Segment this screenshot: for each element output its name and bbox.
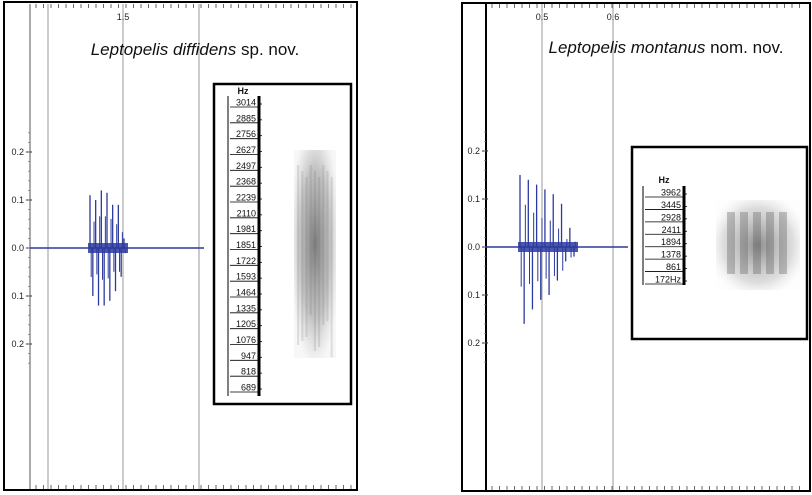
hz-scale-label: 1894 xyxy=(661,237,681,247)
spectrogram-streak xyxy=(313,171,316,351)
panel-a-x-axis xyxy=(35,4,352,489)
y-tick-label: 0.1 xyxy=(11,195,24,205)
y-tick-label: 0.2 xyxy=(467,338,480,348)
hz-scale-label: 2885 xyxy=(236,113,256,123)
panel-a-spectrogram-inset: Hz 3014 2885 2756 2627 2497 2368 2239 2110 1981 1… xyxy=(212,82,353,406)
waveform-burst-core xyxy=(88,243,128,253)
spectrogram-streak xyxy=(301,171,304,341)
panel-a-waveform xyxy=(30,190,204,306)
panel-a-x-tick-label: 1.5 xyxy=(117,12,130,22)
hz-scale-label: 2239 xyxy=(236,193,256,203)
hz-scale-label: 818 xyxy=(241,367,256,377)
spectrogram-pulse xyxy=(740,212,748,274)
hz-scale-label: 1981 xyxy=(236,224,256,234)
spectrogram-streak xyxy=(318,177,321,347)
panel-b-waveform xyxy=(486,175,628,324)
panel-a-spectrogram-energy xyxy=(294,150,336,358)
panel-a-hz-unit: Hz xyxy=(238,86,249,96)
panel-b-hz-scale: 3962 3445 2928 2411 1894 1378 861 172Hz xyxy=(645,188,687,285)
panel-b-title-species: Leptopelis montanus xyxy=(548,38,705,57)
hz-scale-label: 2627 xyxy=(236,145,256,155)
panel-b-spectrogram-inset: Hz 3962 3445 2928 2411 1894 1378 861 172Hz xyxy=(630,145,809,341)
panel-a-spectrogram xyxy=(294,150,336,358)
panel-b: 0.2 0.1 0.0 0.1 0.2 0.5 0.6 Leptopelis monta… xyxy=(461,2,811,492)
hz-scale-label: 861 xyxy=(666,262,681,272)
panel-a: 0.2 0.1 0.0 0.1 0.2 1.5 Leptopelis diffidens… xyxy=(3,1,358,491)
panel-a-title-species: Leptopelis diffidens xyxy=(91,40,237,59)
panel-b-x-tick-label-0: 0.5 xyxy=(536,12,549,22)
y-tick-label: 0.0 xyxy=(467,242,480,252)
hz-scale-label: 1851 xyxy=(236,240,256,250)
spectrogram-pulse xyxy=(727,212,735,274)
spectrogram-streak xyxy=(305,177,308,337)
hz-scale-label: 1464 xyxy=(236,288,256,298)
panel-b-title-suffix: nom. nov. xyxy=(705,38,783,57)
y-tick-label: 0.1 xyxy=(11,291,24,301)
y-tick-label: 0.2 xyxy=(467,146,480,156)
hz-scale-label: 3445 xyxy=(661,200,681,210)
hz-scale-label: 2411 xyxy=(662,225,681,235)
spectrogram-streak xyxy=(330,177,333,357)
panel-b-y-axis: 0.2 0.1 0.0 0.1 0.2 xyxy=(467,131,488,363)
hz-scale-label: 172Hz xyxy=(655,275,682,285)
spectrogram-streak xyxy=(297,165,300,345)
hz-scale-label: 1593 xyxy=(236,272,256,282)
y-tick-label: 0.2 xyxy=(11,147,24,157)
spectrogram-pulse xyxy=(766,212,774,274)
panel-a-hz-scale: 3014 2885 2756 2627 2497 2368 2239 2110 1981 1851… xyxy=(230,98,262,393)
hz-scale-label: 689 xyxy=(241,383,256,393)
panel-a-title-suffix: sp. nov. xyxy=(236,40,299,59)
waveform-burst-core xyxy=(518,242,578,252)
spectrogram-streak xyxy=(322,165,325,325)
spectrogram-streak xyxy=(326,171,329,321)
hz-scale-label: 3962 xyxy=(661,188,681,198)
panel-b-spectrogram xyxy=(716,200,800,290)
y-tick-label: 0.1 xyxy=(467,194,480,204)
hz-scale-label: 1335 xyxy=(236,303,256,313)
y-tick-label: 0.0 xyxy=(11,243,24,253)
panel-b-x-tick-label-1: 0.6 xyxy=(607,12,620,22)
hz-scale-label: 3014 xyxy=(236,98,256,108)
spectrogram-pulse xyxy=(753,212,761,274)
spectrogram-streak xyxy=(309,165,312,315)
panel-b-x-axis xyxy=(491,4,800,490)
panel-a-y-axis: 0.2 0.1 0.0 0.1 0.2 xyxy=(11,132,32,364)
hz-scale-label: 1205 xyxy=(236,319,256,329)
hz-scale-label: 2756 xyxy=(236,129,256,139)
hz-scale-label: 2368 xyxy=(236,177,256,187)
y-tick-label: 0.1 xyxy=(467,290,480,300)
hz-scale-label: 1378 xyxy=(661,250,681,260)
y-tick-label: 0.2 xyxy=(11,339,24,349)
panel-b-hz-unit: Hz xyxy=(659,175,670,185)
spectrogram-pulse xyxy=(779,212,787,274)
panel-b-title: Leptopelis montanus nom. nov. xyxy=(548,38,783,57)
hz-scale-label: 1722 xyxy=(236,256,256,266)
hz-scale-label: 947 xyxy=(241,351,256,361)
hz-scale-label: 2110 xyxy=(237,208,256,218)
hz-scale-label: 2928 xyxy=(661,212,681,222)
hz-scale-label: 2497 xyxy=(236,161,256,171)
panel-a-title: Leptopelis diffidens sp. nov. xyxy=(91,40,300,59)
hz-scale-label: 1076 xyxy=(236,335,256,345)
panel-b-spectrogram-energy xyxy=(716,200,800,290)
